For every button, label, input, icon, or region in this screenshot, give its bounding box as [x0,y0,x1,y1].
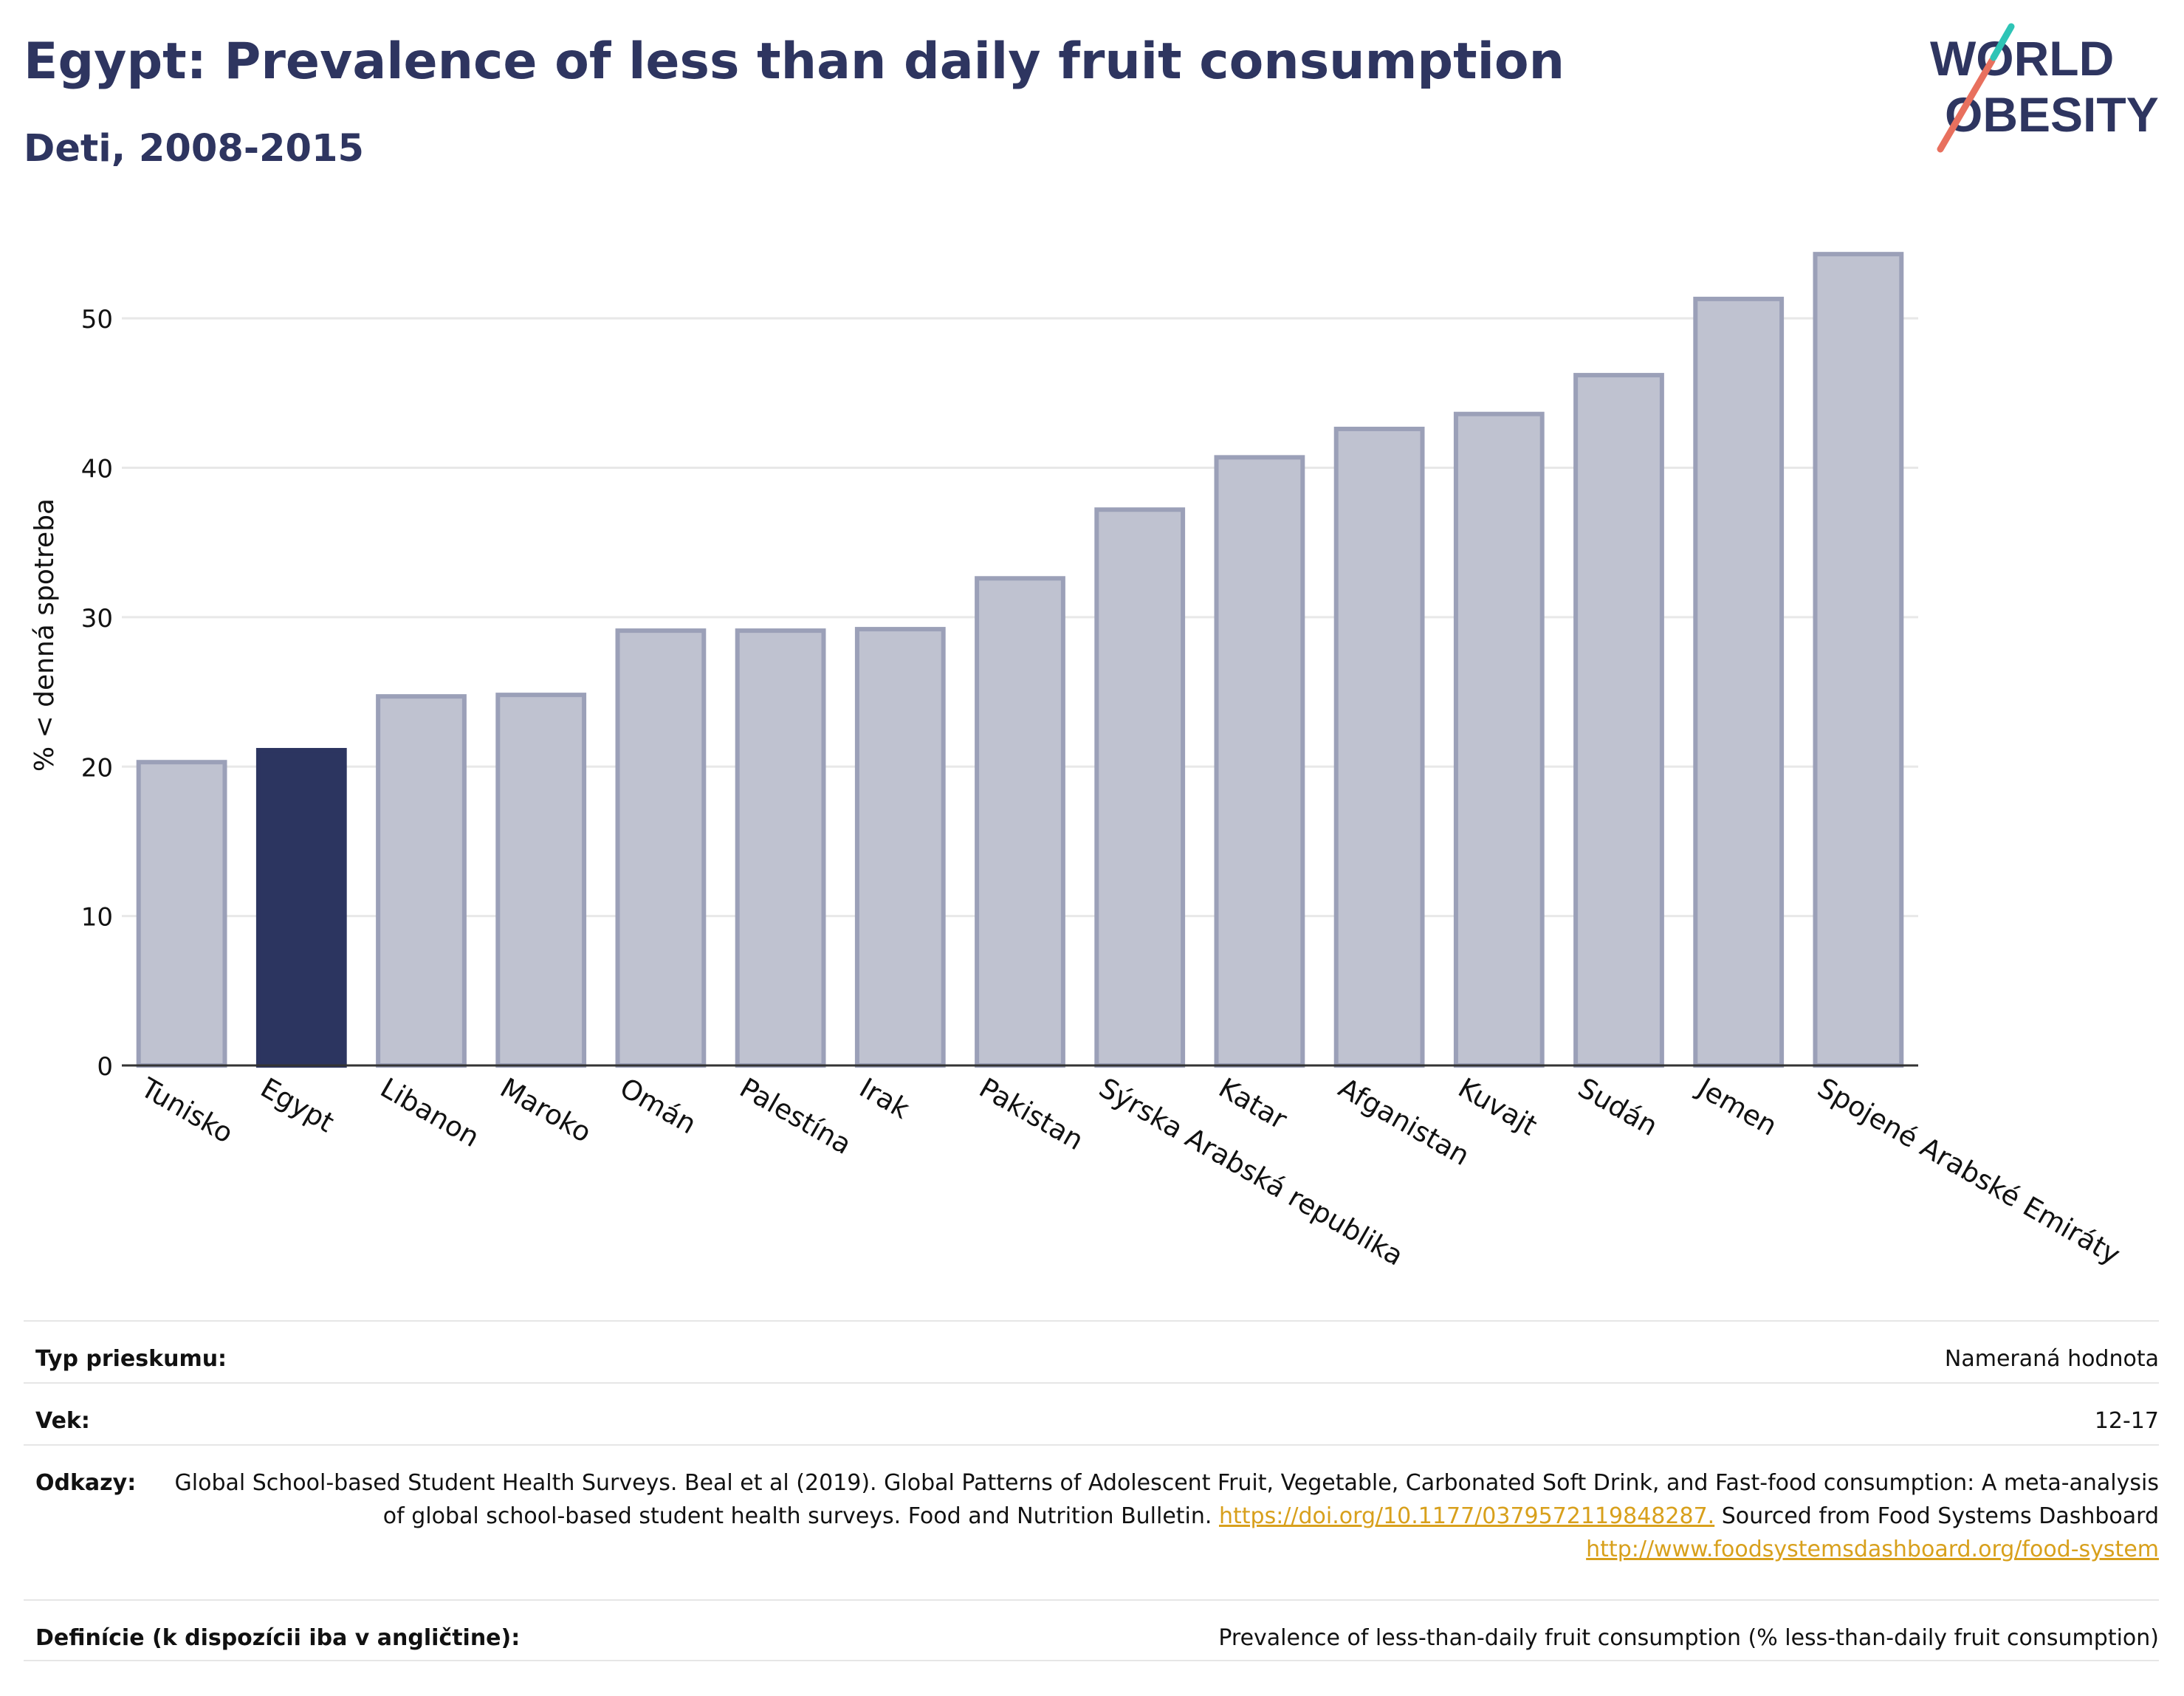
x-tick-label: Kuvajt [1453,1072,1542,1142]
bar-maroko [495,693,587,1068]
x-tick-label: Katar [1213,1072,1293,1136]
x-tick-label: Maroko [495,1072,597,1149]
y-tick-label: 10 [81,903,113,933]
info-table: Typ prieskumu: Nameraná hodnota Vek: 12-… [24,1320,2159,1661]
references-link-1[interactable]: https://doi.org/10.1177/0379572119848287… [1218,1503,1715,1529]
chart-subtitle: Deti, 2008-2015 [24,127,364,171]
bar-tunisko [136,760,227,1068]
info-row-survey-type: Typ prieskumu: Nameraná hodnota [24,1320,2159,1382]
bar-pakistan [975,576,1065,1068]
y-tick-label: 50 [81,305,113,334]
x-tick-label: Spojené Arabské Emiráty [1812,1072,2125,1271]
bars [136,252,1904,1068]
bar-afganistan [1333,426,1425,1068]
logo-line-2: OBESITY [1945,87,2159,142]
bar-spojené-arabské-emiráty [1813,252,1904,1068]
references-label: Odkazy: [35,1470,137,1496]
x-tick-label: Egypt [255,1072,340,1139]
survey-type-label: Typ prieskumu: [35,1346,227,1372]
bar-irak [854,627,946,1068]
survey-type-value: Nameraná hodnota [1944,1346,2159,1372]
references-text-2: Sourced from Food Systems Dashboard [1721,1503,2159,1529]
age-value: 12-17 [2094,1408,2159,1434]
world-obesity-logo-icon: WORLD OBESITY [1930,23,2159,153]
x-tick-labels: Tunisko Egypt Libanon Maroko Omán PalestínaIr… [135,1071,2126,1272]
logo-line-1: WORLD [1930,31,2114,86]
bar-palestína [735,628,826,1068]
x-tick-label: Afganistan [1333,1072,1475,1173]
bar-libanon [376,694,467,1068]
bar-katar [1214,455,1305,1068]
info-row-references: Odkazy: Global School-based Student Heal… [24,1444,2159,1599]
references-text-1: Global School-based Student Health Surve… [174,1470,2159,1529]
x-tick-label: Irak [854,1072,916,1126]
y-tick-label: 30 [81,604,113,634]
bar-chart: 0 10 20 30 40 50 Tunisko Egypt Libanon Maroko Omá… [30,252,2126,1272]
y-tick-label: 0 [97,1052,113,1082]
y-tick-labels: 0 10 20 30 40 50 [81,305,113,1082]
bar-jemen [1693,296,1785,1068]
y-tick-label: 40 [81,455,113,484]
references-link-2[interactable]: http://www.foodsystemsdashboard.org/food… [1586,1537,2159,1562]
x-tick-label: Libanon [375,1072,484,1154]
definition-label: Definície (k dispozícii iba v angličtine… [35,1625,521,1651]
bar-sudán [1573,373,1664,1068]
bar-egypt [255,748,347,1068]
y-axis-title: % < denná spotreba [30,498,60,772]
x-tick-label: Pakistan [974,1072,1089,1157]
logo-slash-red [1937,57,1996,153]
x-tick-label: Jemen [1691,1071,1782,1142]
y-tick-label: 20 [81,753,113,783]
bar-kuvajt [1453,411,1545,1068]
info-row-age: Vek: 12-17 [24,1382,2159,1444]
logo-slash-teal [1990,23,2015,61]
definition-value: Prevalence of less-than-daily fruit cons… [1218,1625,2159,1651]
chart-title: Egypt: Prevalence of less than daily fru… [24,32,1565,91]
references-value: Global School-based Student Health Surve… [136,1466,2159,1566]
x-tick-label: Sudán [1573,1072,1663,1143]
age-label: Vek: [35,1408,90,1434]
x-tick-label: Palestína [735,1072,857,1161]
bar-omán [615,628,707,1068]
bar-sýrska-arabská-republika [1094,507,1186,1068]
x-tick-label: Tunisko [135,1071,238,1150]
x-tick-label: Omán [614,1072,701,1141]
info-row-definition: Definície (k dispozícii iba v angličtine… [24,1599,2159,1661]
